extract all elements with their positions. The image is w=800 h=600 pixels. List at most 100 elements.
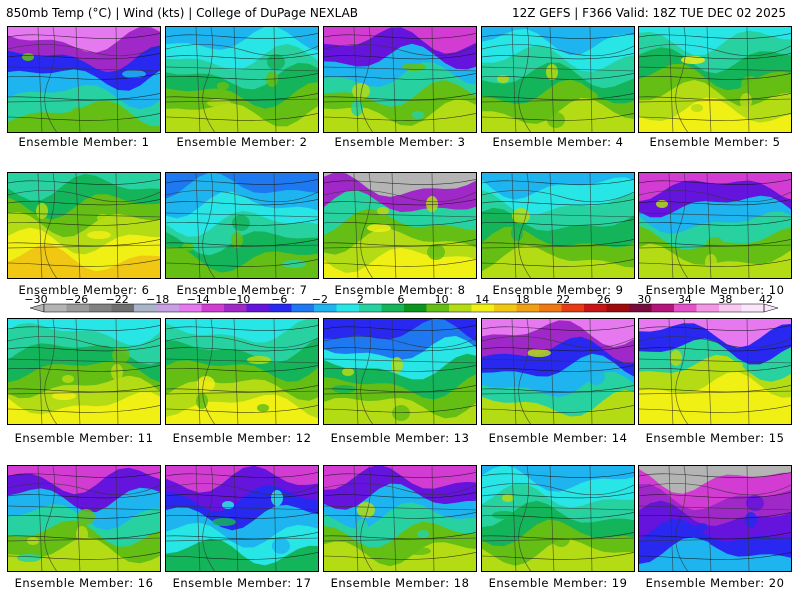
colorbar-swatch [201,304,225,312]
colorbar-tick-label: −10 [227,295,250,306]
colorbar-swatch [471,304,495,312]
temperature-map [166,466,318,571]
ensemble-panel [7,26,161,133]
ensemble-panel [7,318,161,425]
colorbar-swatch [606,304,630,312]
colorbar-swatch [494,304,517,312]
colorbar-swatch [134,304,157,312]
colorbar-swatch [89,304,112,312]
member-label: Ensemble Member: 15 [645,431,785,445]
colorbar-swatch [156,304,180,312]
temperature-colorbar: −30 −26 −22 −18 −14 −10 −6 −2 2 6 10 14 18 22 26 30 34 38… [24,295,779,313]
temperature-map [324,173,476,278]
temperature-map [324,319,476,424]
ensemble-panel [481,318,635,425]
ensemble-panel [323,465,477,572]
member-label: Ensemble Member: 14 [488,431,628,445]
member-label: Ensemble Member: 2 [176,135,308,149]
ensemble-panel [7,465,161,572]
member-label: Ensemble Member: 13 [330,431,470,445]
colorbar-tick-label: 10 [435,295,449,306]
member-label: Ensemble Member: 4 [492,135,624,149]
member-label: Ensemble Member: 12 [172,431,312,445]
product-title: 850mb Temp (°C) | Wind (kts) | College o… [6,6,359,20]
colorbar-tick-label: −22 [105,295,128,306]
colorbar-swatch [651,304,675,312]
temperature-map [166,319,318,424]
colorbar-swatch [314,304,337,312]
ensemble-panel [638,172,792,279]
member-label: Ensemble Member: 10 [645,283,785,297]
colorbar-swatch [539,304,562,312]
member-label: Ensemble Member: 1 [18,135,150,149]
member-label: Ensemble Member: 18 [330,576,470,590]
colorbar-tick-label: 2 [357,295,364,306]
ensemble-panel [165,172,319,279]
colorbar-swatch [719,304,742,312]
temperature-map [482,319,634,424]
temperature-map [8,319,160,424]
colorbar-swatch [629,304,652,312]
member-label: Ensemble Member: 8 [334,283,466,297]
temperature-map [8,466,160,571]
colorbar-swatch [516,304,540,312]
colorbar-swatch [269,304,292,312]
colorbar-swatch [449,304,472,312]
colorbar-swatch [359,304,382,312]
member-label: Ensemble Member: 19 [488,576,628,590]
colorbar-tick-label: 18 [516,295,530,306]
member-label: Ensemble Member: 7 [176,283,308,297]
temperature-map [639,27,791,132]
colorbar-tick-label: −2 [312,295,328,306]
colorbar-swatch [291,304,315,312]
colorbar-swatch [426,304,450,312]
member-label: Ensemble Member: 20 [645,576,785,590]
member-label: Ensemble Member: 16 [14,576,154,590]
temperature-map [639,319,791,424]
member-label: Ensemble Member: 9 [492,283,624,297]
colorbar-swatch [336,304,360,312]
colorbar-swatch [696,304,720,312]
temperature-map [8,27,160,132]
colorbar-tick-label: 38 [718,295,732,306]
colorbar-swatch [179,304,202,312]
ensemble-panel [481,26,635,133]
temperature-map [482,173,634,278]
colorbar-tick-label: 34 [678,295,692,306]
colorbar-tick-label: −30 [24,295,47,306]
colorbar-swatch [404,304,427,312]
temperature-map [639,173,791,278]
ensemble-panel [323,318,477,425]
ensemble-panel [638,465,792,572]
temperature-map [166,27,318,132]
ensemble-panel [481,465,635,572]
member-label: Ensemble Member: 5 [649,135,781,149]
colorbar-tick-label: −18 [146,295,169,306]
temperature-map [166,173,318,278]
colorbar-swatch [381,304,405,312]
colorbar-swatch [44,304,67,312]
member-label: Ensemble Member: 3 [334,135,466,149]
ensemble-panel [323,26,477,133]
ensemble-panel [165,465,319,572]
colorbar-tick-label: 6 [398,295,405,306]
run-valid-time: 12Z GEFS | F366 Valid: 18Z TUE DEC 02 20… [511,6,786,20]
ensemble-panel [165,26,319,133]
colorbar-swatch [584,304,607,312]
temperature-map [324,27,476,132]
colorbar-tick-label: −14 [187,295,210,306]
ensemble-panel [481,172,635,279]
temperature-map [639,466,791,571]
ensemble-panel [638,26,792,133]
colorbar-swatch [561,304,585,312]
member-label: Ensemble Member: 6 [18,283,150,297]
colorbar-tick-label: −26 [65,295,88,306]
temperature-map [324,466,476,571]
colorbar-swatch [224,304,247,312]
ensemble-panel [165,318,319,425]
colorbar-tick-label: 42 [759,295,773,306]
member-label: Ensemble Member: 17 [172,576,312,590]
ensemble-panel [638,318,792,425]
colorbar-tick-label: 30 [637,295,651,306]
temperature-map [482,466,634,571]
